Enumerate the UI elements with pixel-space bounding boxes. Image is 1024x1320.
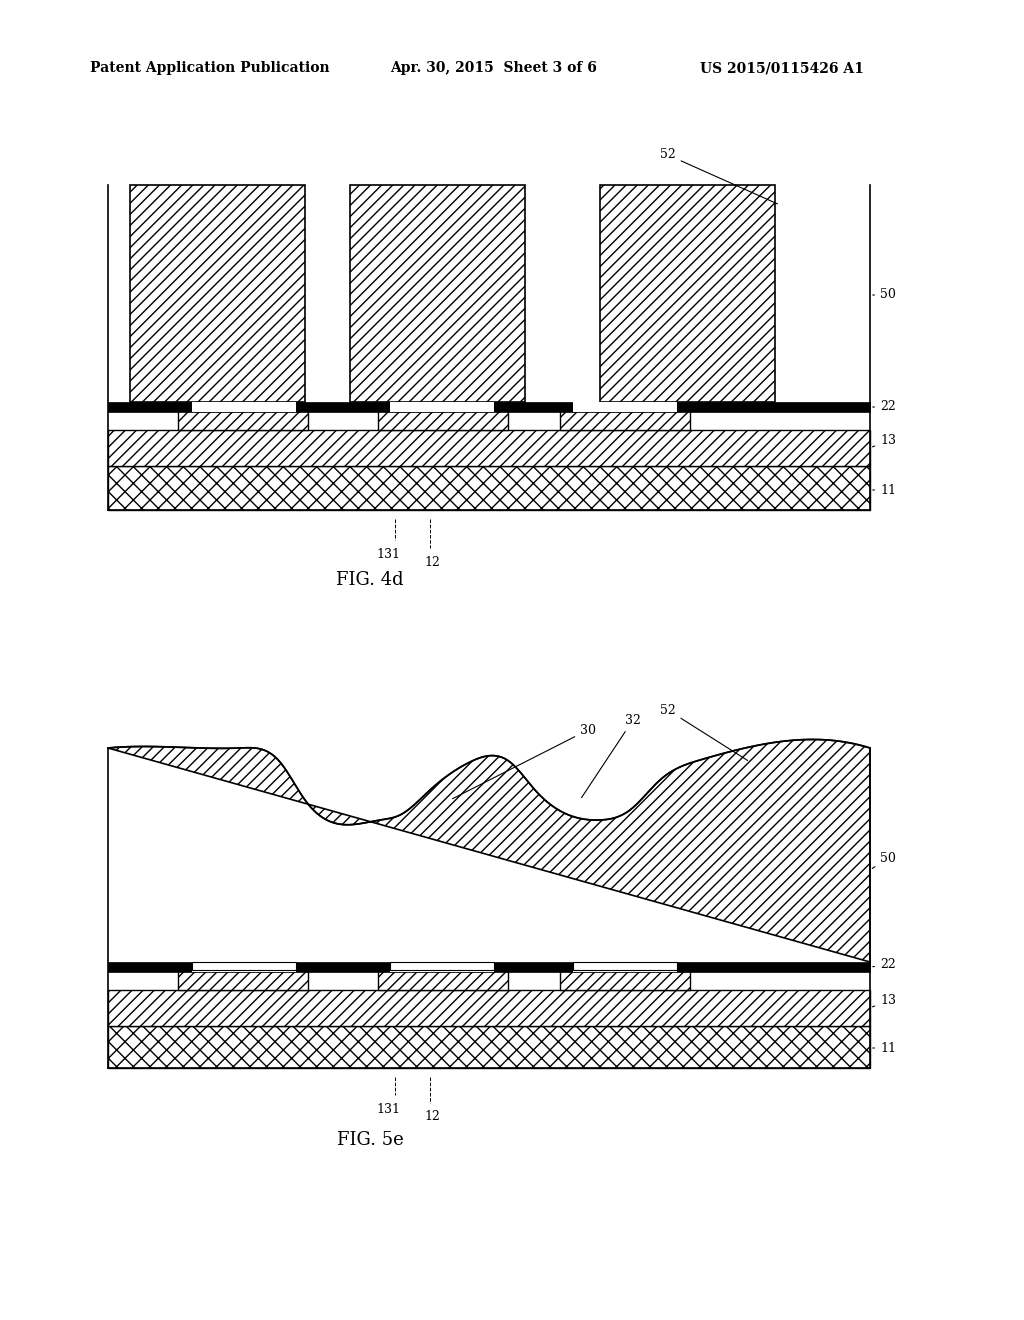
Bar	[193, 403, 296, 412]
Text: 52: 52	[660, 704, 748, 760]
Bar	[390, 962, 494, 972]
Bar	[193, 962, 296, 970]
Text: 131: 131	[376, 548, 400, 561]
Bar	[108, 430, 870, 466]
Bar	[130, 185, 305, 403]
Bar	[390, 403, 494, 412]
Text: FIG. 4d: FIG. 4d	[336, 572, 403, 589]
Bar	[390, 962, 494, 970]
Bar	[193, 962, 296, 972]
Text: Apr. 30, 2015  Sheet 3 of 6: Apr. 30, 2015 Sheet 3 of 6	[390, 61, 597, 75]
Bar	[560, 970, 690, 990]
Bar	[108, 962, 870, 972]
Bar	[108, 990, 870, 1026]
Bar	[573, 962, 677, 972]
Text: 11: 11	[872, 1041, 896, 1055]
Bar	[108, 466, 870, 510]
Bar	[378, 970, 508, 990]
Text: 22: 22	[872, 400, 896, 413]
Text: 52: 52	[660, 149, 777, 203]
Text: 11: 11	[872, 483, 896, 496]
Text: 13: 13	[872, 994, 896, 1007]
Bar	[573, 403, 677, 412]
Bar	[108, 403, 870, 412]
Polygon shape	[108, 739, 870, 962]
Text: US 2015/0115426 A1: US 2015/0115426 A1	[700, 61, 864, 75]
Text: 12: 12	[424, 556, 440, 569]
Text: 22: 22	[872, 958, 896, 972]
Text: 50: 50	[872, 289, 896, 301]
Bar	[600, 185, 775, 403]
Text: 12: 12	[424, 1110, 440, 1123]
Bar	[178, 970, 308, 990]
Text: 50: 50	[872, 851, 896, 869]
Bar	[573, 962, 677, 970]
Bar	[178, 411, 308, 430]
Text: 13: 13	[872, 433, 896, 447]
Text: FIG. 5e: FIG. 5e	[337, 1131, 403, 1148]
Bar	[108, 1026, 870, 1068]
Bar	[378, 411, 508, 430]
Bar	[350, 185, 525, 403]
Text: 131: 131	[376, 1104, 400, 1115]
Text: 32: 32	[582, 714, 641, 797]
Bar	[560, 411, 690, 430]
Text: Patent Application Publication: Patent Application Publication	[90, 61, 330, 75]
Text: 30: 30	[453, 723, 596, 799]
